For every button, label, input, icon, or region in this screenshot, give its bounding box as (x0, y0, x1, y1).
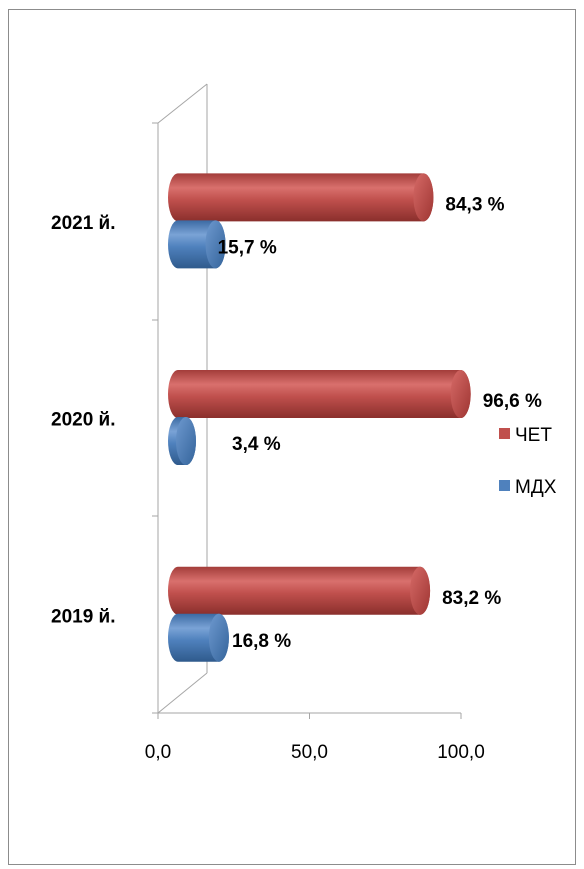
category-label: 2021 й. (51, 213, 116, 234)
bar-cap (208, 613, 229, 662)
x-tick-label: 0,0 (145, 742, 171, 763)
category-labels: 2019 й. 2020 й. 2021 й. (51, 213, 116, 627)
bar-cap (410, 566, 431, 615)
data-label: 16,8 % (232, 631, 291, 652)
legend-label: МДХ (515, 477, 557, 498)
bar-cap (413, 173, 434, 222)
bar-chet (168, 370, 471, 419)
x-ticks: 0,0 50,0 100,0 (145, 713, 485, 763)
legend-label: ЧЕТ (515, 425, 552, 446)
x-tick-label: 50,0 (291, 742, 328, 763)
bar-cap (450, 370, 471, 419)
floor-front-line (157, 672, 208, 714)
x-tick-label: 100,0 (437, 742, 485, 763)
chart-frame (8, 9, 576, 865)
legend-swatch (499, 428, 510, 439)
data-label: 15,7 % (218, 237, 277, 258)
bar-cap (176, 417, 196, 466)
bars (168, 173, 471, 662)
data-label: 84,3 % (445, 194, 504, 215)
data-label: 83,2 % (442, 588, 501, 609)
category-label: 2019 й. (51, 606, 116, 627)
data-label: 3,4 % (232, 434, 281, 455)
data-labels: 83,2 % 16,8 % 96,6 % 3,4 % 84,3 % 15,7 % (218, 194, 542, 651)
floor-back-line (157, 83, 208, 124)
bar-chet (168, 173, 434, 222)
legend-swatch (499, 480, 510, 491)
bar-chet (168, 566, 431, 615)
category-label: 2020 й. (51, 410, 116, 431)
bar-cap (205, 220, 226, 269)
data-label: 96,6 % (483, 391, 542, 412)
legend: ЧЕТ МДХ (499, 425, 557, 498)
